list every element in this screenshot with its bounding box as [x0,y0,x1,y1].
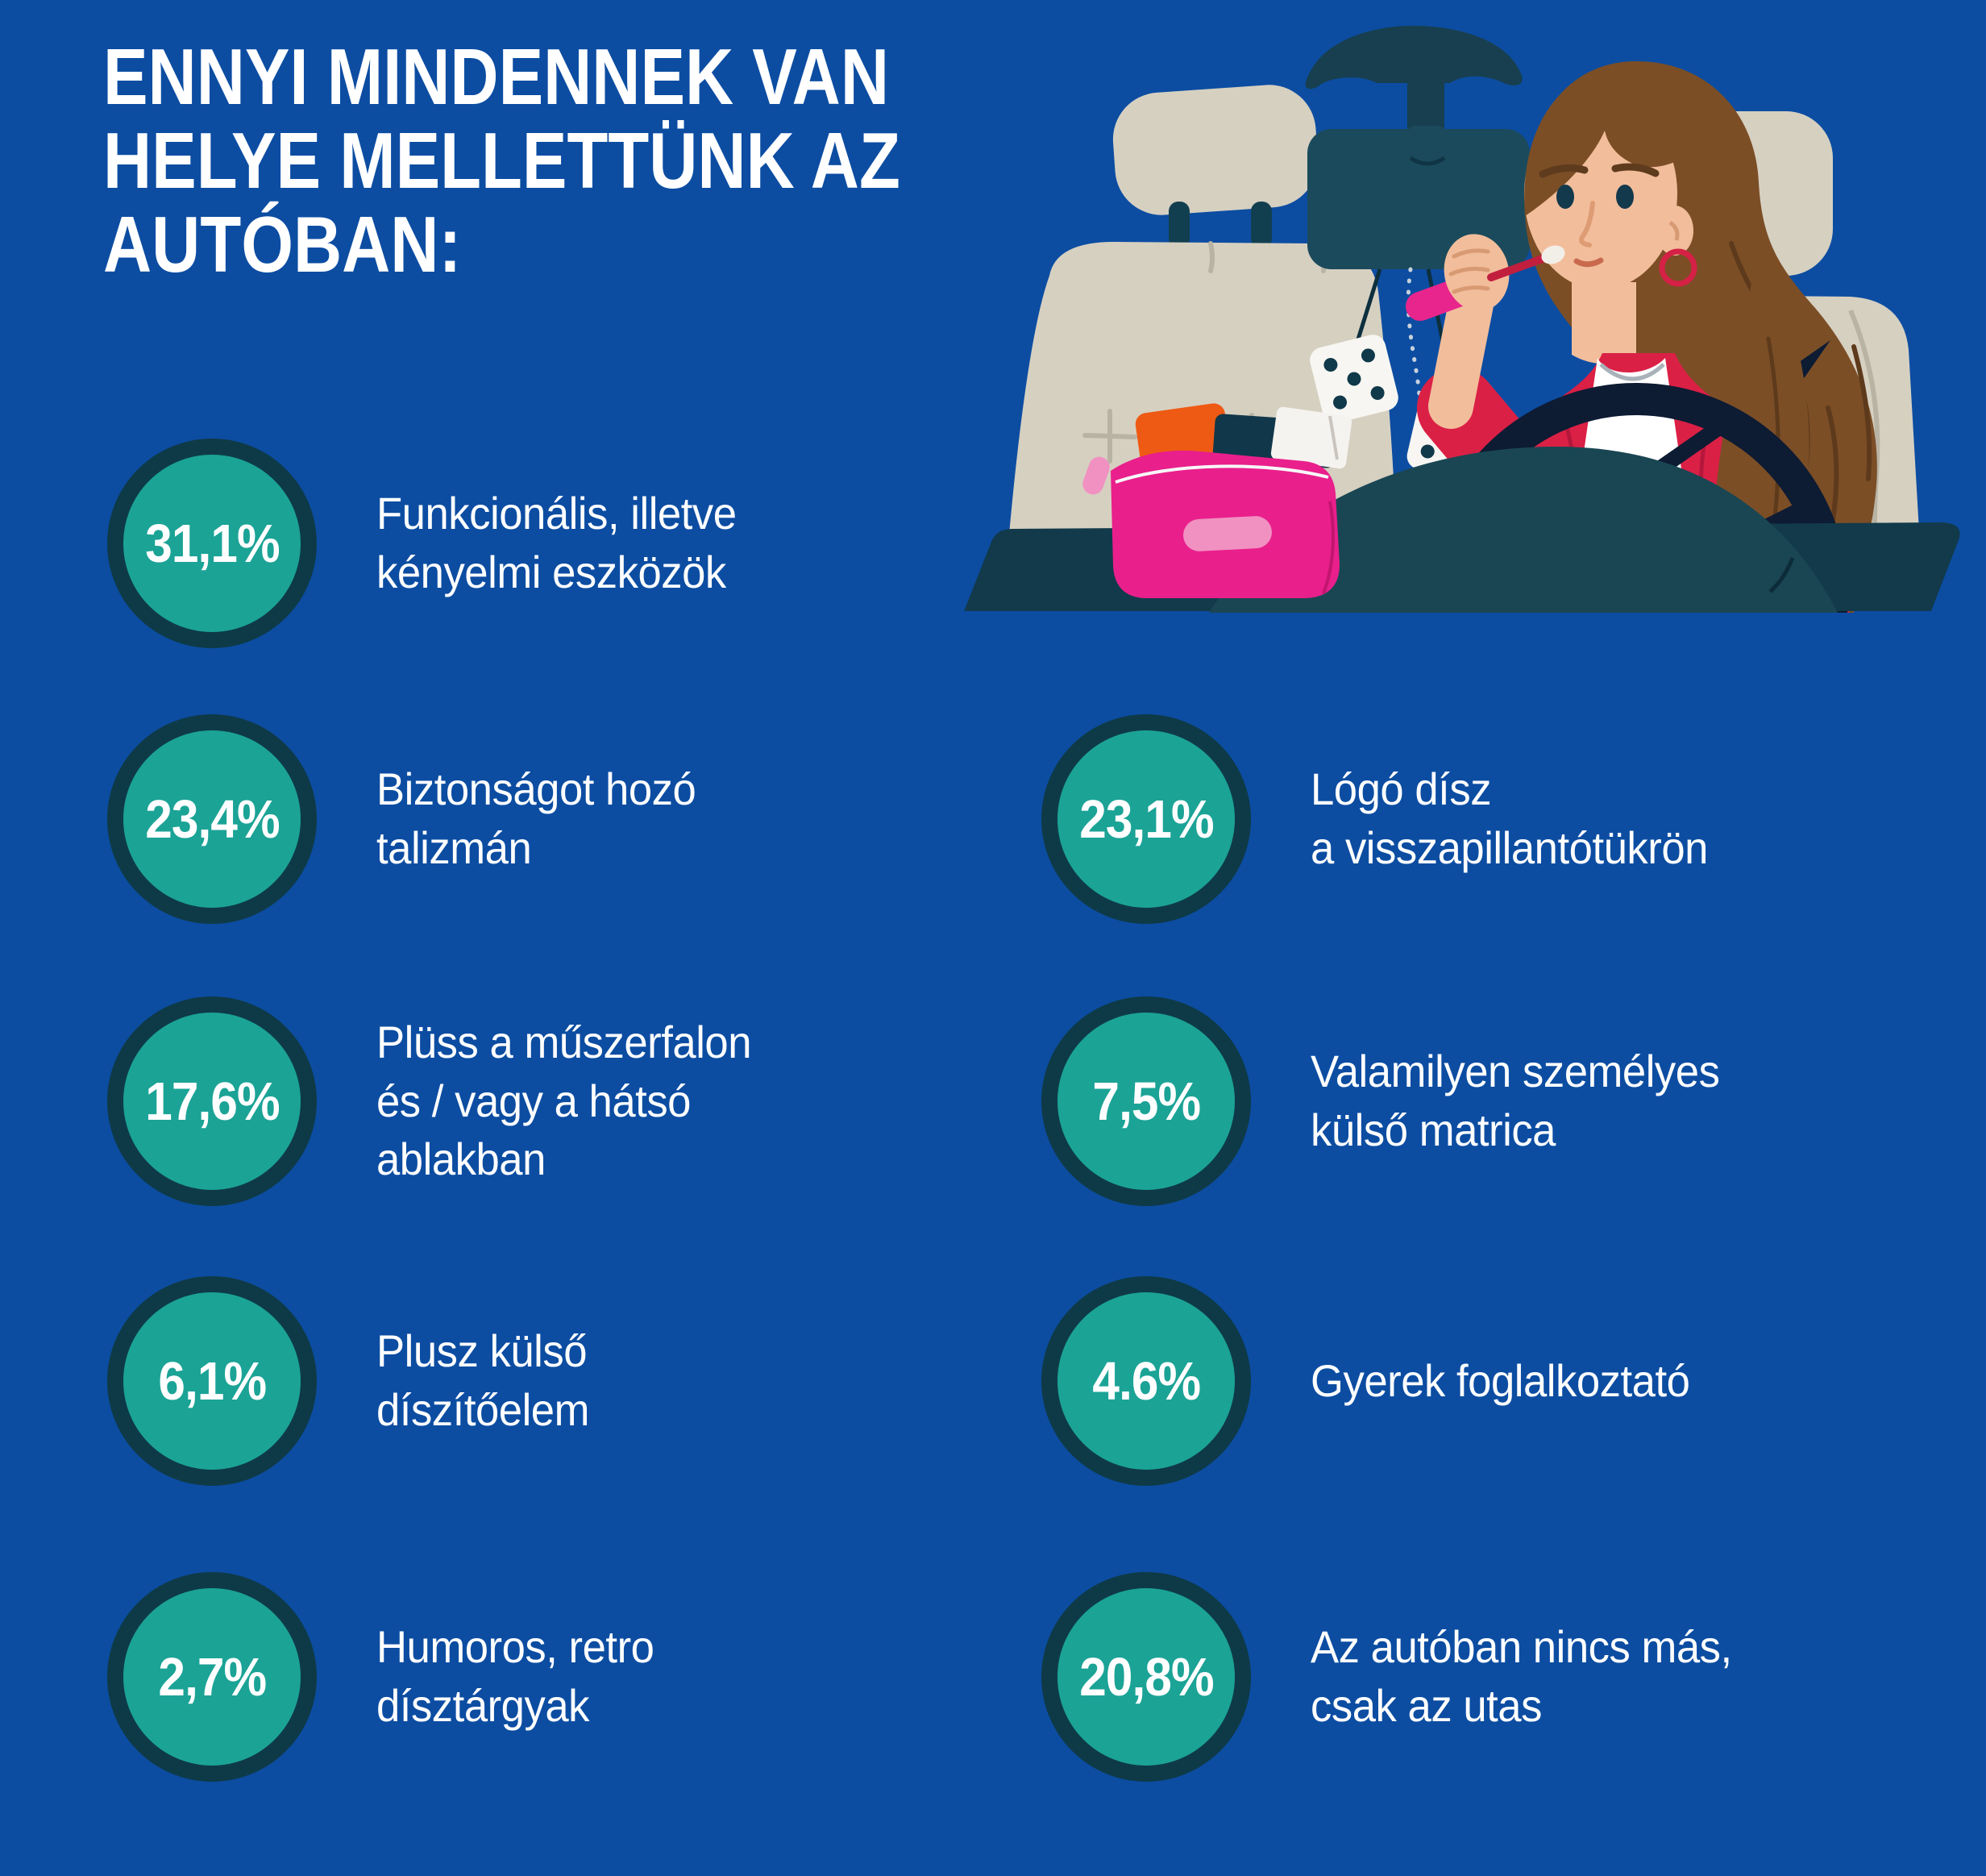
stat-value: 23,4% [144,788,280,850]
car-interior-illustration [964,25,1960,613]
stat-circle: 23,1% [1041,714,1251,924]
stat-item: 6,1% Plusz külső díszítőelem [107,1276,603,1486]
lipgloss-wand [1487,254,1548,281]
stat-item: 17,6% Plüss a műszerfalon és / vagy a há… [107,996,775,1206]
stat-item: 23,1% Lógó dísz a visszapillantótükrön [1041,714,1733,924]
makeup-bag [1082,403,1352,598]
stat-circle: 7,5% [1041,996,1251,1206]
stat-label: Valamilyen személyes külső matrica [1311,1046,1720,1155]
stat-value: 2,7% [158,1646,267,1708]
stat-label: Plusz külső díszítőelem [376,1325,589,1435]
stat-circle: 20,8% [1041,1572,1251,1782]
stat-item: 31,1% Funkcionális, illetve kényelmi esz… [107,439,759,648]
stat-circle: 4.6% [1041,1276,1251,1486]
stat-value: 31,1% [144,513,280,574]
stat-item: 7,5% Valamilyen személyes külső matrica [1041,996,1746,1206]
stat-item: 20,8% Az autóban nincs más, csak az utas [1041,1572,1759,1782]
page-title: ENNYI MINDENNEK VAN HELYE MELLETTÜNK AZ … [103,32,900,289]
neck [1572,282,1636,364]
forearm [1428,269,1496,429]
stat-label: Funkcionális, illetve kényelmi eszközök [376,488,737,597]
stat-value: 20,8% [1078,1646,1214,1708]
stat-value: 6,1% [158,1350,267,1412]
rearview-mirror [1305,25,1530,269]
hair-front [1524,65,1765,239]
stat-label: Plüss a műszerfalon és / vagy a hátsó ab… [376,1016,752,1185]
stat-value: 17,6% [144,1071,280,1132]
hoop-earring [1659,248,1697,287]
stat-circle: 17,6% [107,996,317,1206]
stat-label: Lógó dísz a visszapillantótükrön [1311,763,1708,873]
mouth [1573,257,1604,268]
stat-circle: 31,1% [107,439,317,648]
stat-circle: 23,4% [107,714,317,924]
stat-label: Humoros, retro dísztárgyak [376,1621,654,1731]
stat-value: 4.6% [1092,1350,1201,1412]
stat-item: 23,4% Biztonságot hozó talizmán [107,714,717,924]
eye-left [1556,185,1574,209]
stat-value: 7,5% [1092,1071,1201,1132]
nose [1579,201,1595,247]
stat-label: Biztonságot hozó talizmán [376,763,696,873]
eye-right [1616,185,1634,209]
lipgloss-tip [1541,245,1565,264]
stat-item: 4.6% Gyerek foglalkoztató [1041,1276,1714,1486]
stat-label: Gyerek foglalkoztató [1311,1354,1690,1406]
stat-value: 23,1% [1078,788,1214,850]
stat-circle: 6,1% [107,1276,317,1486]
stat-circle: 2,7% [107,1572,317,1782]
stat-item: 2,7% Humoros, retro dísztárgyak [107,1572,671,1782]
stat-label: Az autóban nincs más, csak az utas [1311,1621,1732,1731]
